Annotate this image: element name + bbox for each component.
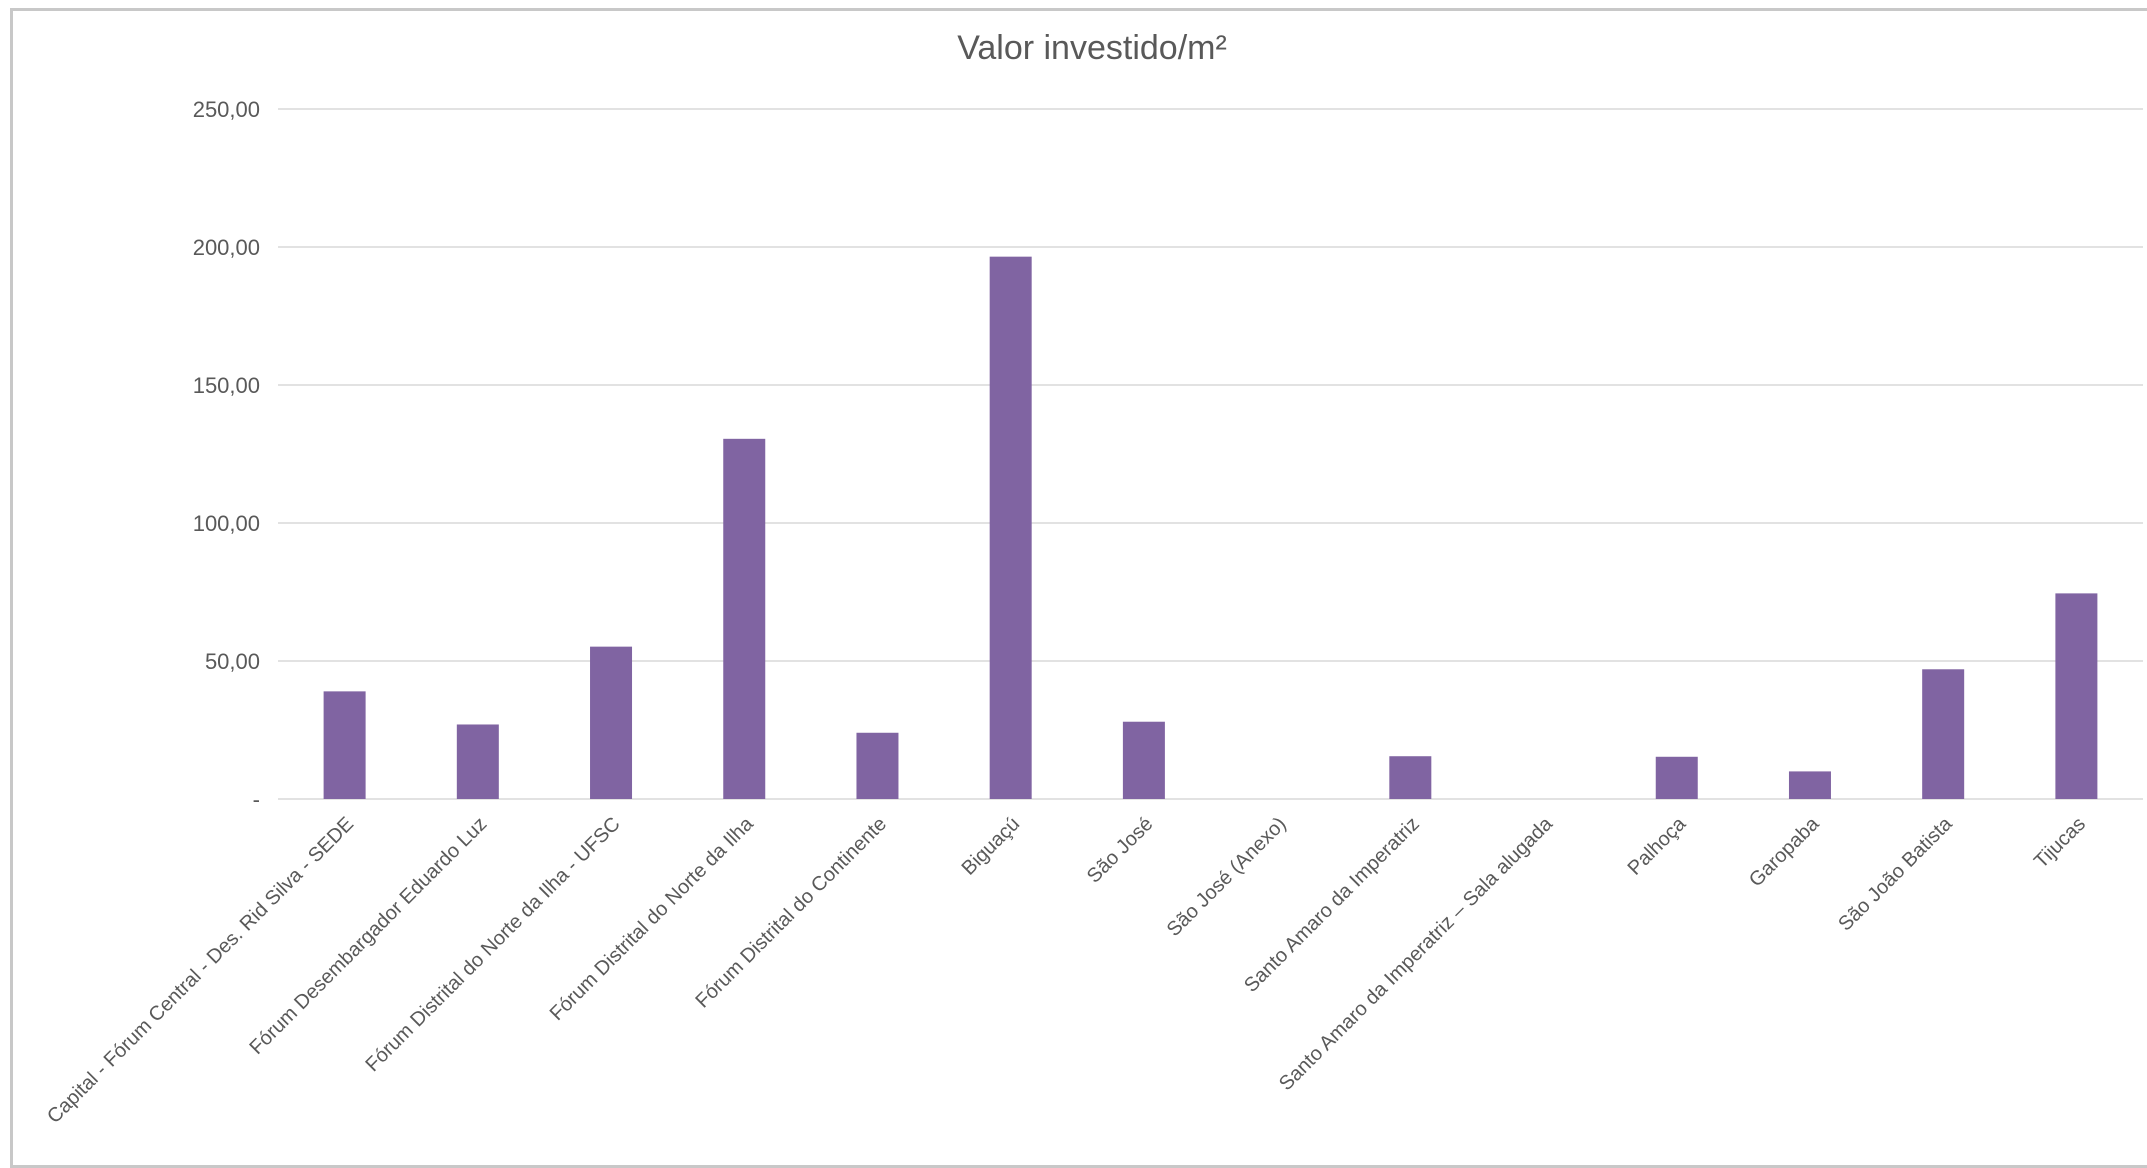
x-tick-label: Santo Amaro da Imperatriz – Sala alugada	[1275, 812, 1558, 1095]
y-tick-label: 200,00	[193, 235, 260, 260]
bar	[1389, 756, 1432, 799]
bar	[1122, 721, 1165, 799]
y-tick-label: 250,00	[193, 97, 260, 122]
bar	[1655, 756, 1698, 799]
x-tick-label: São José	[1083, 813, 1158, 888]
x-axis-tick-labels: Capital - Fórum Central - Des. Rid Silva…	[43, 812, 2090, 1128]
bars	[323, 256, 2098, 799]
bar-chart: Valor investido/m² - 50,00 100,00 150,00 200…	[43, 29, 2143, 1128]
x-tick-label: São João Batista	[1834, 812, 1957, 935]
bar	[723, 438, 766, 799]
bar	[989, 256, 1032, 799]
bar	[856, 732, 899, 799]
x-tick-label: Tijucas	[2030, 813, 2090, 873]
y-tick-label: 100,00	[193, 511, 260, 536]
x-tick-label: Palhoça	[1624, 812, 1691, 879]
bar	[590, 646, 633, 799]
chart-title: Valor investido/m²	[957, 29, 1227, 67]
y-axis-tick-labels: - 50,00 100,00 150,00 200,00 250,00	[193, 97, 260, 812]
x-tick-label: Garopaba	[1745, 812, 1824, 891]
bar	[1788, 771, 1831, 799]
y-tick-label: 150,00	[193, 373, 260, 398]
bar	[323, 691, 366, 799]
bar	[2055, 593, 2098, 799]
x-tick-label: Biguaçú	[958, 813, 1025, 880]
x-tick-label: Fórum Desembargador Eduardo Luz	[245, 813, 491, 1059]
x-tick-label: Capital - Fórum Central - Des. Rid Silva…	[43, 813, 358, 1128]
gridlines	[278, 108, 2143, 800]
x-tick-label: Fórum Distrital do Norte da Ilha - UFSC	[361, 813, 624, 1076]
chart-frame: Valor investido/m² - 50,00 100,00 150,00 200…	[10, 8, 2147, 1168]
y-tick-label: 50,00	[205, 649, 260, 674]
y-tick-label: -	[253, 787, 260, 812]
bar	[456, 724, 499, 799]
x-tick-label: São José (Anexo)	[1163, 813, 1291, 941]
bar	[1922, 669, 1965, 799]
